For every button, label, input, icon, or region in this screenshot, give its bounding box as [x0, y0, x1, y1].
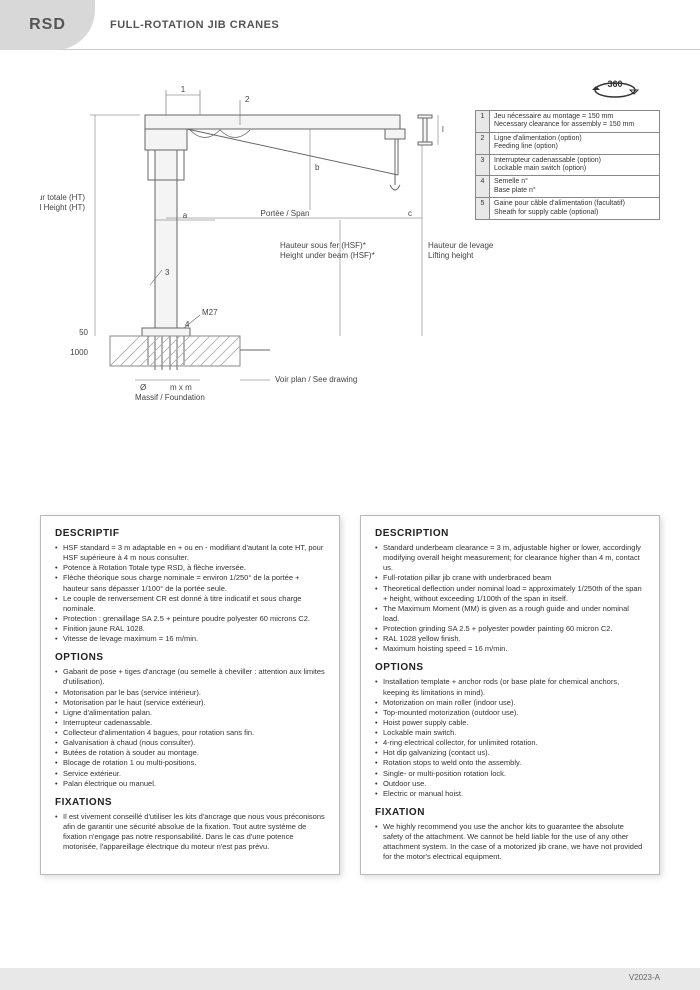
- footer-version: V2023-A: [629, 973, 660, 982]
- svg-text:Hauteur totale (HT): Hauteur totale (HT): [40, 193, 85, 202]
- list-item: Vitesse de levage maximum = 16 m/min.: [55, 634, 325, 644]
- left-text-box: DESCRIPTIF HSF standard = 3 m adaptable …: [40, 515, 340, 875]
- fixations-fr-text: Il est vivement conseillé d'utiliser les…: [55, 812, 325, 853]
- product-code: RSD: [29, 16, 66, 34]
- list-item: Outdoor use.: [375, 779, 645, 789]
- list-item: Blocage de rotation 1 ou multi-positions…: [55, 758, 325, 768]
- list-item: Finition jaune RAL 1028.: [55, 624, 325, 634]
- svg-text:Hauteur sous fer (HSF)*: Hauteur sous fer (HSF)*: [280, 241, 366, 250]
- descriptif-heading: DESCRIPTIF: [55, 528, 325, 539]
- svg-text:Massif / Foundation: Massif / Foundation: [135, 393, 205, 400]
- list-item: Le couple de renversement CR est donné à…: [55, 594, 325, 614]
- fixations-fr-heading: FIXATIONS: [55, 797, 325, 808]
- list-item: The Maximum Moment (MM) is given as a ro…: [375, 604, 645, 624]
- list-item: Theoretical deflection under nominal loa…: [375, 584, 645, 604]
- svg-text:1: 1: [181, 85, 186, 94]
- list-item: Hot dip galvanizing (contact us).: [375, 748, 645, 758]
- page-header: RSD FULL-ROTATION JIB CRANES: [0, 0, 700, 50]
- svg-text:M27: M27: [202, 308, 218, 317]
- list-item: Galvanisation à chaud (nous consulter).: [55, 738, 325, 748]
- description-list: Standard underbeam clearance = 3 m, adju…: [375, 543, 645, 654]
- callout-row: 5Gaine pour câble d'alimentation (facult…: [476, 198, 660, 220]
- list-item: Top-mounted motorization (outdoor use).: [375, 708, 645, 718]
- list-item: Protection grinding SA 2.5 + polyester p…: [375, 624, 645, 634]
- callout-row: 2Ligne d'alimentation (option)Feeding li…: [476, 132, 660, 154]
- options-fr-heading: OPTIONS: [55, 652, 325, 663]
- list-item: Standard underbeam clearance = 3 m, adju…: [375, 543, 645, 573]
- list-item: Full-rotation pillar jib crane with unde…: [375, 573, 645, 583]
- list-item: Ligne d'alimentation palan.: [55, 708, 325, 718]
- list-item: Motorization on main roller (indoor use)…: [375, 698, 645, 708]
- callout-row: 4Semelle n°Base plate n°: [476, 176, 660, 198]
- callout-row: 1Jeu nécessaire au montage = 150 mmNeces…: [476, 111, 660, 133]
- list-item: Installation template + anchor rods (or …: [375, 677, 645, 697]
- list-item: Collecteur d'alimentation 4 bagues, pour…: [55, 728, 325, 738]
- callout-row: 3Interrupteur cadenassable (option)Locka…: [476, 154, 660, 176]
- description-heading: DESCRIPTION: [375, 528, 645, 539]
- list-item: Palan électrique ou manuel.: [55, 779, 325, 789]
- svg-text:2: 2: [245, 95, 250, 104]
- fixation-en-text: We highly recommend you use the anchor k…: [375, 822, 645, 863]
- svg-text:Ø: Ø: [140, 383, 146, 392]
- list-item: Hoist power supply cable.: [375, 718, 645, 728]
- content-area: 360: [0, 50, 700, 895]
- svg-text:Portée / Span: Portée / Span: [261, 209, 310, 218]
- svg-text:1000: 1000: [70, 348, 88, 357]
- svg-text:m x m: m x m: [170, 383, 192, 392]
- svg-text:3: 3: [165, 268, 170, 277]
- list-item: HSF standard = 3 m adaptable en + ou en …: [55, 543, 325, 563]
- list-item: Interrupteur cadenassable.: [55, 718, 325, 728]
- svg-text:4: 4: [185, 320, 190, 329]
- svg-text:Lifting height: Lifting height: [428, 251, 474, 260]
- list-item: 4-ring electrical collector, for unlimit…: [375, 738, 645, 748]
- header-tab: RSD: [0, 0, 95, 50]
- svg-text:c: c: [408, 209, 412, 218]
- svg-text:Height under beam (HSF)*: Height under beam (HSF)*: [280, 251, 375, 260]
- svg-text:Hauteur de levage: Hauteur de levage: [428, 241, 494, 250]
- list-item: Gabarit de pose + tiges d'ancrage (ou se…: [55, 667, 325, 687]
- options-en-list: Installation template + anchor rods (or …: [375, 677, 645, 799]
- list-item: RAL 1028 yellow finish.: [375, 634, 645, 644]
- svg-text:b: b: [315, 163, 320, 172]
- list-item: Butées de rotation à souder au montage.: [55, 748, 325, 758]
- list-item: Motorisation par le bas (service intérie…: [55, 688, 325, 698]
- list-item: Maximum hoisting speed = 16 m/min.: [375, 644, 645, 654]
- svg-text:l: l: [442, 125, 444, 134]
- list-item: Electric or manual hoist.: [375, 789, 645, 799]
- options-fr-list: Gabarit de pose + tiges d'ancrage (ou se…: [55, 667, 325, 789]
- svg-text:Voir plan / See drawing: Voir plan / See drawing: [275, 375, 357, 384]
- page-title: FULL-ROTATION JIB CRANES: [110, 19, 279, 31]
- svg-text:a: a: [183, 211, 188, 220]
- right-text-box: DESCRIPTION Standard underbeam clearance…: [360, 515, 660, 875]
- list-item: Motorisation par le haut (service extéri…: [55, 698, 325, 708]
- options-en-heading: OPTIONS: [375, 662, 645, 673]
- list-item: Protection : grenaillage SA 2.5 + peintu…: [55, 614, 325, 624]
- list-item: Service extérieur.: [55, 769, 325, 779]
- list-item: Lockable main switch.: [375, 728, 645, 738]
- list-item: Rotation stops to weld onto the assembly…: [375, 758, 645, 768]
- list-item: Single- or multi-position rotation lock.: [375, 769, 645, 779]
- list-item: Potence à Rotation Totale type RSD, à fl…: [55, 563, 325, 573]
- fixation-en-heading: FIXATION: [375, 807, 645, 818]
- text-columns: DESCRIPTIF HSF standard = 3 m adaptable …: [40, 515, 660, 875]
- callout-legend-table: 1Jeu nécessaire au montage = 150 mmNeces…: [475, 110, 660, 220]
- footer-strip: [0, 968, 700, 990]
- svg-text:50: 50: [79, 328, 88, 337]
- descriptif-list: HSF standard = 3 m adaptable en + ou en …: [55, 543, 325, 644]
- svg-text:Overall Height (HT): Overall Height (HT): [40, 203, 85, 212]
- list-item: Flèche théorique sous charge nominale = …: [55, 573, 325, 593]
